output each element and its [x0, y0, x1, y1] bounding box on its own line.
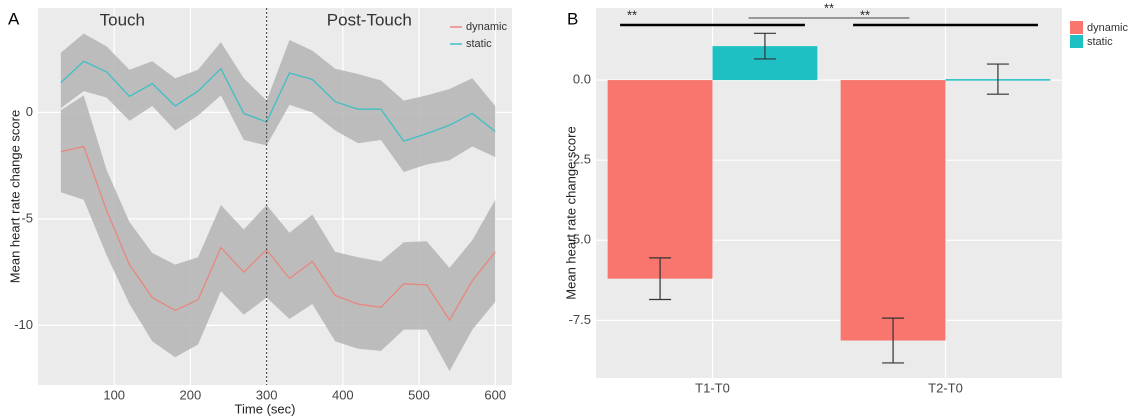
x-axis-label: Time (sec) — [235, 401, 296, 416]
y-axis-label: Mean heart rate change score — [7, 110, 22, 283]
legend-swatch — [1070, 35, 1083, 48]
series-line — [60, 60, 496, 142]
x-tick-label: T2-T0 — [928, 380, 963, 395]
y-tick-label: -5 — [21, 210, 33, 225]
annotation: Post-Touch — [327, 10, 412, 29]
y-tick-label: -10 — [14, 317, 33, 332]
legend-label: static — [1087, 36, 1113, 48]
bar — [607, 80, 713, 279]
bar — [840, 80, 946, 341]
x-tick-label: 100 — [103, 387, 125, 402]
x-tick-label: 200 — [180, 387, 202, 402]
error-bar — [753, 32, 776, 60]
error-bar — [882, 317, 905, 364]
significance-label: ** — [824, 0, 834, 15]
y-tick-label: 0.0 — [573, 72, 591, 87]
x-tick-label: 300 — [256, 387, 278, 402]
y-tick-label: -5.0 — [569, 232, 591, 247]
legend-label: static — [466, 38, 492, 50]
legend-label: dynamic — [466, 21, 507, 33]
legend-label: dynamic — [1087, 22, 1128, 34]
y-axis-label: Mean heart rate change score — [563, 126, 578, 299]
confidence-band — [60, 33, 496, 173]
error-bar — [649, 257, 672, 301]
x-tick-label: 400 — [332, 387, 354, 402]
x-tick-label: 600 — [484, 387, 506, 402]
x-tick-label: T1-T0 — [695, 380, 730, 395]
x-tick-label: 500 — [408, 387, 430, 402]
legend-swatch — [1070, 21, 1083, 34]
significance-label: ** — [627, 7, 637, 22]
series-line — [60, 145, 496, 322]
panel-label: A — [8, 9, 20, 28]
annotation: Touch — [100, 10, 145, 29]
significance-label: ** — [860, 7, 870, 22]
y-tick-label: 0 — [26, 104, 33, 119]
error-bar — [986, 63, 1009, 95]
y-tick-label: -2.5 — [569, 152, 591, 167]
panel-label: B — [567, 9, 578, 28]
y-tick-label: -7.5 — [569, 312, 591, 327]
